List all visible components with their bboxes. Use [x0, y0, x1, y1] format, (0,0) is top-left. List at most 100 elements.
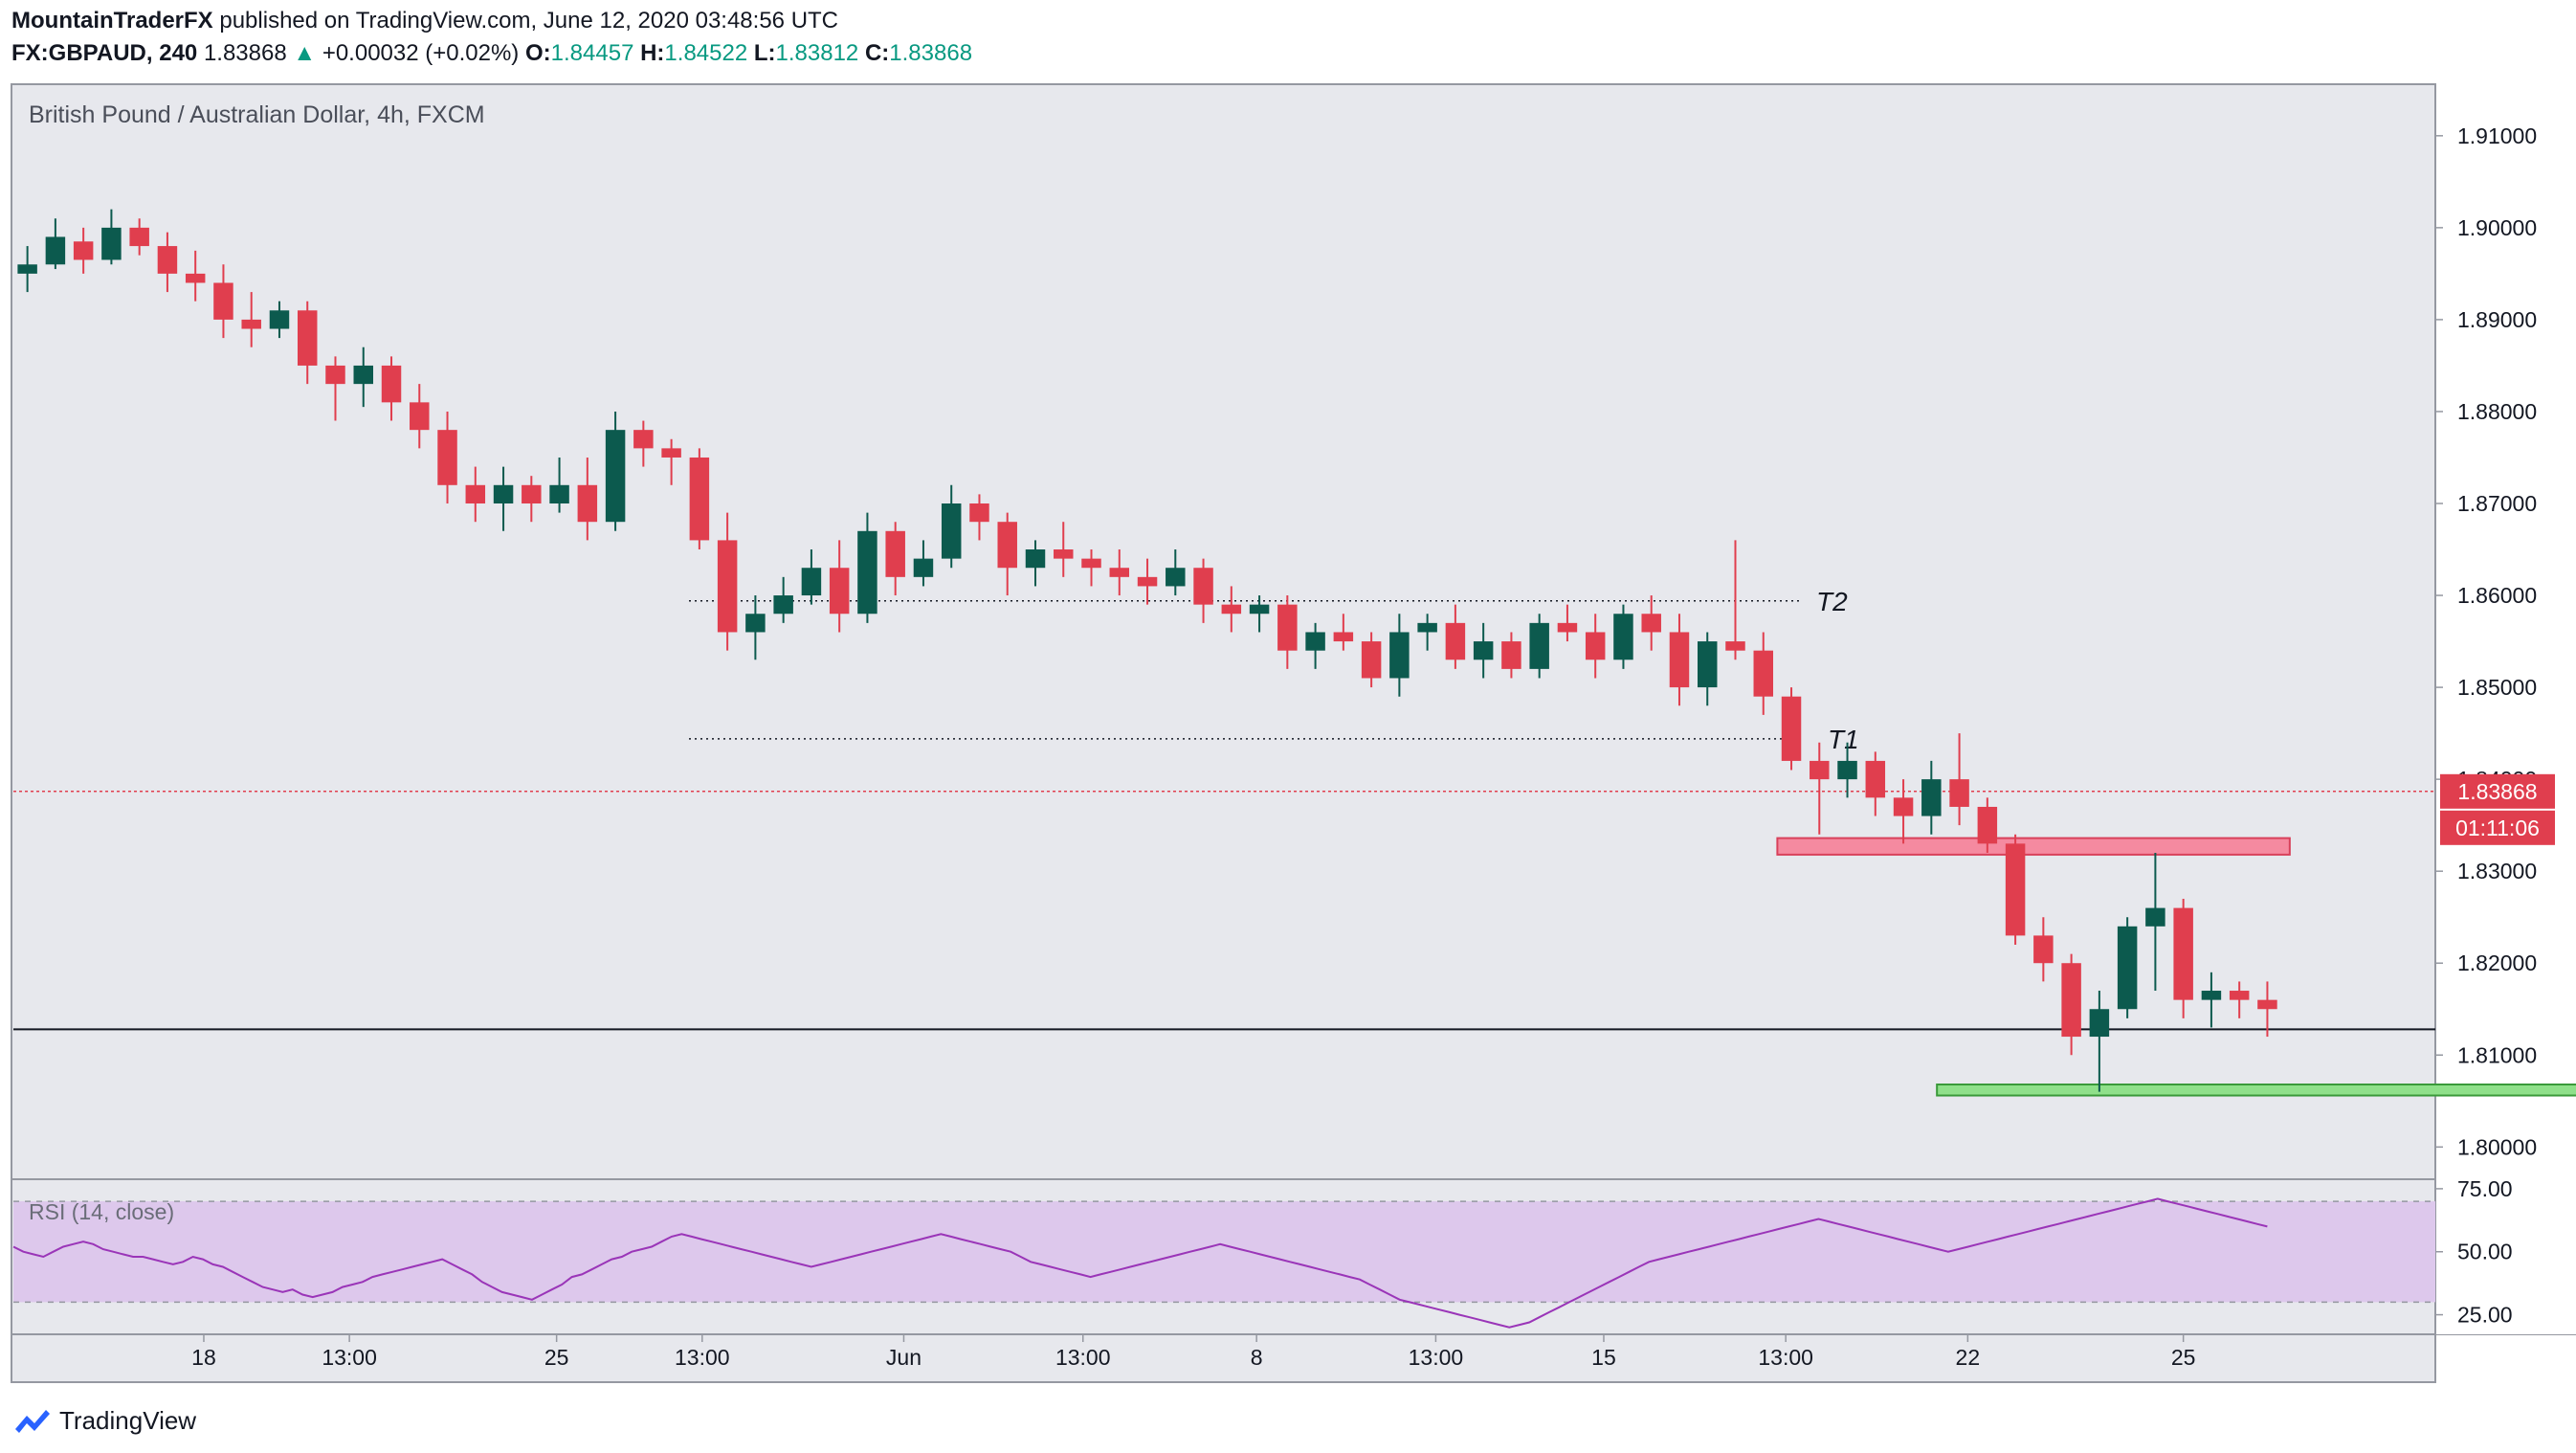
- candle-body[interactable]: [1641, 614, 1661, 633]
- candle-body[interactable]: [1081, 558, 1101, 569]
- candle-body[interactable]: [241, 319, 261, 329]
- high-label: H:: [640, 40, 665, 66]
- candle-body[interactable]: [1473, 641, 1494, 660]
- candle-body[interactable]: [773, 595, 793, 615]
- candle-body[interactable]: [885, 530, 905, 577]
- candle-body[interactable]: [1865, 760, 1886, 798]
- candle-body[interactable]: [1725, 641, 1745, 651]
- candle-body[interactable]: [633, 430, 654, 449]
- author-name[interactable]: MountainTraderFX: [11, 8, 213, 34]
- t1-label: T1: [1828, 725, 1859, 754]
- candle-body[interactable]: [1837, 760, 1857, 780]
- candle-body[interactable]: [689, 457, 710, 541]
- candle-body[interactable]: [549, 484, 569, 503]
- support-zone[interactable]: [1936, 1083, 2576, 1097]
- candle-body[interactable]: [1949, 779, 1969, 807]
- candle-body[interactable]: [129, 227, 149, 247]
- candle-body[interactable]: [1166, 568, 1186, 587]
- candle-body[interactable]: [101, 227, 122, 260]
- candle-body[interactable]: [437, 430, 457, 485]
- candle-body[interactable]: [1921, 779, 1942, 816]
- countdown-tag: [2440, 810, 2555, 845]
- x-tick-label: 25: [2171, 1345, 2196, 1370]
- candle-body[interactable]: [2257, 999, 2277, 1010]
- candle-body[interactable]: [1054, 549, 1074, 559]
- candle-body[interactable]: [1417, 622, 1437, 633]
- candle-body[interactable]: [1305, 632, 1325, 651]
- symbol-label[interactable]: FX:GBPAUD, 240: [11, 40, 198, 66]
- candle-body[interactable]: [1697, 641, 1718, 688]
- candle-body[interactable]: [1501, 641, 1521, 669]
- candle-body[interactable]: [185, 273, 206, 283]
- candle-body[interactable]: [213, 282, 233, 320]
- candle-body[interactable]: [465, 484, 486, 503]
- candle-body[interactable]: [297, 310, 318, 366]
- last-price: 1.83868: [203, 40, 287, 66]
- candle-body[interactable]: [2173, 907, 2193, 1000]
- candle-body[interactable]: [1529, 622, 1549, 669]
- candle-body[interactable]: [17, 264, 37, 274]
- candle-body[interactable]: [2005, 843, 2026, 936]
- open-value: 1.84457: [550, 40, 634, 66]
- y-tick-label: 1.88000: [2457, 399, 2537, 424]
- candle-body[interactable]: [941, 503, 962, 559]
- tradingview-logo[interactable]: TradingView: [13, 1401, 196, 1440]
- candle-body[interactable]: [522, 484, 542, 503]
- resistance-zone[interactable]: [1776, 837, 2291, 856]
- candle-body[interactable]: [1193, 568, 1213, 605]
- candle-body[interactable]: [1585, 632, 1606, 660]
- candle-body[interactable]: [1810, 760, 1830, 780]
- candle-body[interactable]: [1249, 604, 1270, 615]
- candle-body[interactable]: [1781, 696, 1802, 761]
- candle-body[interactable]: [605, 430, 626, 523]
- candle-body[interactable]: [969, 503, 989, 523]
- candle-body[interactable]: [1137, 576, 1158, 587]
- candle-body[interactable]: [1221, 604, 1242, 615]
- candle-body[interactable]: [2089, 1009, 2110, 1038]
- candle-body[interactable]: [493, 484, 514, 503]
- x-tick-label: 13:00: [1409, 1345, 1464, 1370]
- candle-body[interactable]: [1669, 632, 1690, 688]
- candle-body[interactable]: [73, 241, 94, 260]
- candle-body[interactable]: [1557, 622, 1578, 633]
- candle-body[interactable]: [2145, 907, 2165, 927]
- candle-body[interactable]: [269, 310, 290, 329]
- candle-body[interactable]: [157, 246, 178, 274]
- candle-body[interactable]: [745, 614, 766, 633]
- candle-body[interactable]: [410, 402, 430, 431]
- y-tick-label: 1.85000: [2457, 675, 2537, 700]
- brand-name: TradingView: [59, 1405, 197, 1435]
- y-tick-label: 1.89000: [2457, 307, 2537, 332]
- candle-body[interactable]: [2061, 963, 2081, 1038]
- candle-body[interactable]: [1333, 632, 1354, 642]
- candle-body[interactable]: [717, 540, 738, 633]
- candle-body[interactable]: [1753, 650, 1773, 697]
- candle-body[interactable]: [2117, 926, 2138, 1010]
- candle-body[interactable]: [661, 448, 681, 458]
- candle-body[interactable]: [381, 365, 402, 403]
- candle-body[interactable]: [45, 236, 66, 265]
- candle-body[interactable]: [829, 568, 850, 615]
- candle-body[interactable]: [1613, 614, 1633, 660]
- candle-body[interactable]: [1277, 604, 1298, 651]
- candle-body[interactable]: [353, 365, 373, 385]
- candle-body[interactable]: [577, 484, 598, 523]
- candle-body[interactable]: [1977, 806, 1998, 844]
- candle-body[interactable]: [801, 568, 822, 596]
- candle-body[interactable]: [1025, 549, 1046, 569]
- candle-body[interactable]: [1893, 797, 1914, 816]
- candle-body[interactable]: [1109, 568, 1130, 577]
- countdown-text: 01:11:06: [2455, 816, 2540, 840]
- candle-body[interactable]: [857, 530, 877, 615]
- candle-body[interactable]: [2201, 991, 2222, 1000]
- candle-body[interactable]: [913, 558, 934, 577]
- candle-body[interactable]: [1389, 632, 1410, 679]
- candle-body[interactable]: [325, 365, 345, 385]
- candle-body[interactable]: [1361, 641, 1382, 679]
- candle-body[interactable]: [2229, 991, 2250, 1000]
- rsi-line[interactable]: [12, 1197, 2268, 1329]
- candle-body[interactable]: [997, 522, 1017, 569]
- candle-body[interactable]: [2033, 935, 2054, 964]
- candle-body[interactable]: [1445, 622, 1466, 660]
